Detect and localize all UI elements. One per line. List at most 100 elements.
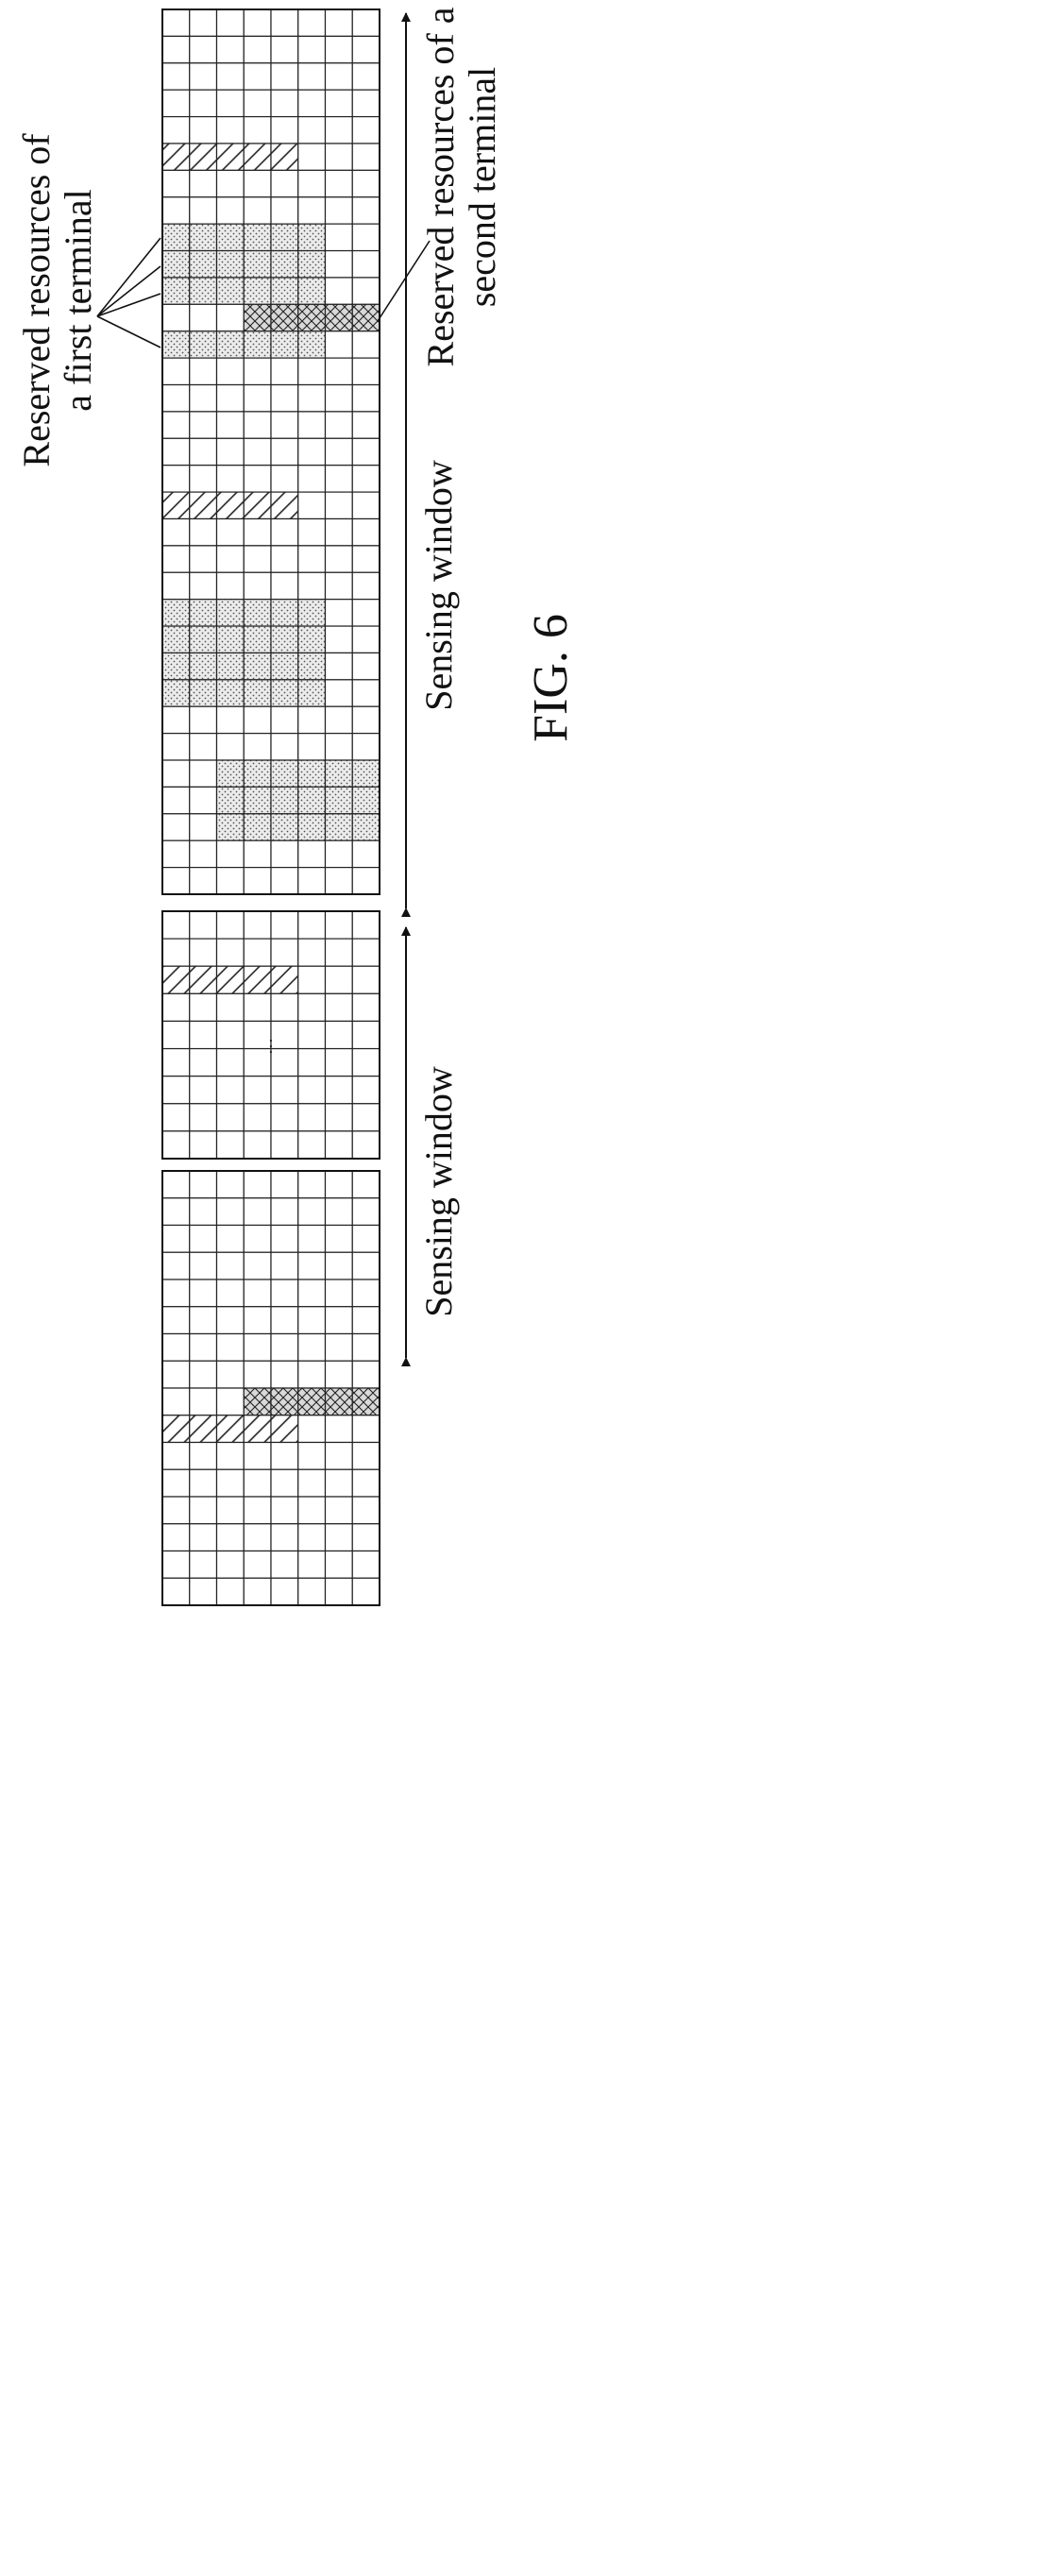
grid-cell	[217, 90, 245, 116]
grid-cell	[162, 438, 190, 465]
grid-cell	[352, 63, 380, 90]
grid-cell	[244, 1497, 271, 1524]
grid-cell	[217, 1252, 245, 1280]
grid-cell	[244, 1307, 271, 1334]
grid-cell	[244, 1280, 271, 1307]
grid-cell	[326, 1226, 353, 1253]
grid-cell-dotted	[352, 814, 380, 840]
grid-cell	[244, 734, 271, 760]
grid-cell	[326, 1469, 353, 1497]
grid-cell	[352, 518, 380, 545]
grid-cell-dotted	[298, 814, 326, 840]
grid-cell	[271, 466, 298, 492]
grid-cell	[271, 993, 298, 1021]
grid-cell	[298, 385, 326, 412]
grid-cell	[298, 1076, 326, 1104]
grid-cell	[162, 1226, 190, 1253]
grid-cell	[162, 197, 190, 224]
grid-cell	[326, 358, 353, 384]
grid-cell	[326, 868, 353, 894]
grid-cell	[190, 814, 217, 840]
grid-cell	[271, 438, 298, 465]
grid-cell	[352, 1469, 380, 1497]
grid-cell-dotted	[298, 787, 326, 813]
grid-cell	[217, 170, 245, 196]
grid-cell	[190, 734, 217, 760]
grid-cell-dotted	[217, 760, 245, 787]
grid-cell	[352, 278, 380, 304]
grid-cell	[162, 911, 190, 939]
grid-cell	[190, 1334, 217, 1362]
grid-cell	[162, 1361, 190, 1388]
grid-cell	[244, 1469, 271, 1497]
grid-cell	[352, 572, 380, 599]
grid-cell	[352, 1524, 380, 1551]
grid-cell	[298, 1021, 326, 1048]
grid-cell	[271, 1280, 298, 1307]
grid-cell	[298, 1524, 326, 1551]
grid-cell	[352, 1131, 380, 1159]
grid-cell	[352, 993, 380, 1021]
grid-cell-dotted	[271, 600, 298, 626]
grid-cell-dotted	[162, 626, 190, 652]
grid-cell-dotted	[271, 251, 298, 278]
grid-cell	[352, 1361, 380, 1388]
grid-cell	[298, 572, 326, 599]
grid-cell	[298, 911, 326, 939]
grid-cell	[162, 304, 190, 330]
grid-cell	[326, 939, 353, 966]
grid-cell-dotted	[298, 680, 326, 706]
grid-cell	[190, 939, 217, 966]
grid-cell-dotted	[217, 814, 245, 840]
grid-cell-hatched	[162, 144, 190, 170]
grid-cell	[271, 1252, 298, 1280]
grid-cell-dotted	[217, 224, 245, 250]
grid-cell	[352, 358, 380, 384]
grid-cell	[271, 1076, 298, 1104]
grid-cell	[162, 1104, 190, 1131]
grid-cell	[162, 787, 190, 813]
grid-cell-dotted	[298, 251, 326, 278]
grid-cell	[244, 1443, 271, 1470]
grid-cell-crosshatched	[298, 304, 326, 330]
grid-cell	[244, 197, 271, 224]
grid-cell	[298, 36, 326, 62]
grid-cell	[352, 1076, 380, 1104]
grid-cell	[298, 1307, 326, 1334]
grid-cell	[244, 466, 271, 492]
grid-cell	[271, 90, 298, 116]
grid-cell-dotted	[162, 331, 190, 358]
grid-cell	[162, 412, 190, 438]
grid-cell	[244, 518, 271, 545]
grid-cell	[352, 939, 380, 966]
grid-cell	[298, 840, 326, 867]
grid-cell	[217, 358, 245, 384]
grid-cell	[298, 868, 326, 894]
grid-cell	[352, 1307, 380, 1334]
second-terminal-label-line2: second terminal	[461, 67, 503, 307]
grid-cell	[271, 63, 298, 90]
grid-cell	[217, 304, 245, 330]
grid-cell	[271, 1361, 298, 1388]
grid-cell	[190, 1497, 217, 1524]
grid-cell	[298, 1171, 326, 1198]
grid-cell-dotted	[217, 787, 245, 813]
grid-cell	[190, 518, 217, 545]
grid-cell	[352, 1280, 380, 1307]
grid-cell	[217, 117, 245, 144]
ellipsis-separator: …	[257, 1038, 276, 1055]
grid-cell-hatched	[162, 1415, 190, 1443]
grid-cell-dotted	[271, 652, 298, 679]
grid-cell	[217, 1226, 245, 1253]
grid-cell-crosshatched	[326, 1388, 353, 1415]
grid-cell-dotted	[217, 331, 245, 358]
grid-cell	[162, 993, 190, 1021]
grid-cell-dotted	[244, 626, 271, 652]
grid-cell-hatched	[271, 966, 298, 993]
grid-cell	[352, 1334, 380, 1362]
grid-cell-dotted	[298, 278, 326, 304]
grid-cell	[217, 840, 245, 867]
grid-cell	[352, 1551, 380, 1579]
grid-cell-dotted	[162, 652, 190, 679]
grid-cell	[298, 1334, 326, 1362]
